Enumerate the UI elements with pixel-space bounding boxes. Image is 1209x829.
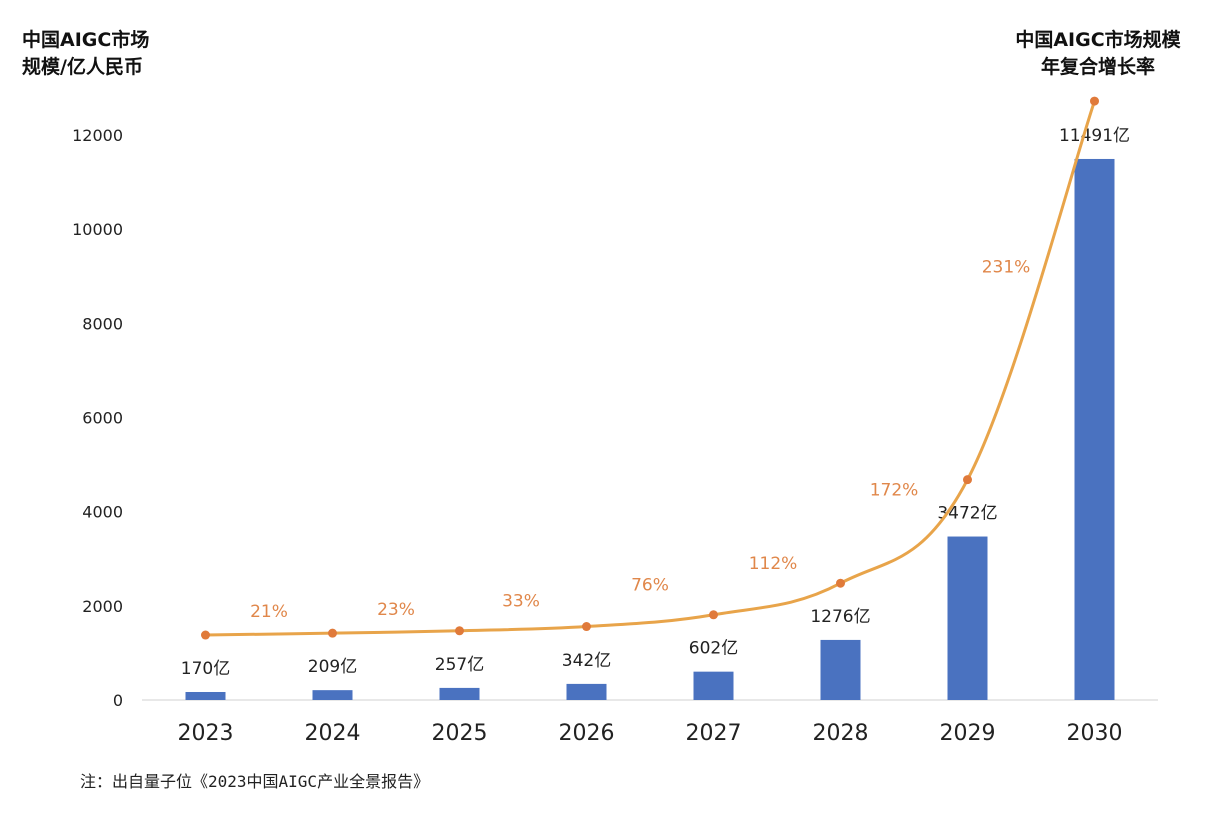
bar	[1074, 158, 1115, 700]
bar-data-label: 11491亿	[1059, 126, 1130, 146]
growth-rate-point	[963, 475, 972, 485]
x-tick-label: 2024	[305, 721, 361, 746]
x-tick-label: 2029	[940, 721, 996, 746]
bar-data-label: 257亿	[435, 655, 484, 675]
y-tick-label: 8000	[82, 314, 123, 333]
bar-data-label: 209亿	[308, 657, 357, 677]
bar	[312, 690, 353, 700]
bar	[693, 671, 734, 700]
growth-rate-line	[205, 100, 1096, 637]
x-tick-label: 2025	[432, 721, 488, 746]
bar-data-label: 342亿	[562, 651, 611, 671]
left-axis-title-line: 中国AIGC市场	[22, 28, 149, 51]
growth-rate-point	[328, 628, 337, 638]
growth-rate-label: 23%	[377, 600, 415, 620]
growth-rate-point	[709, 610, 718, 620]
growth-rate-label: 21%	[250, 602, 288, 622]
bar-data-label: 602亿	[689, 639, 738, 659]
y-tick-label: 4000	[82, 503, 123, 522]
right-axis-title-line: 中国AIGC市场规模	[1015, 28, 1181, 51]
growth-rate-point	[836, 578, 845, 588]
y-tick-label: 2000	[82, 597, 123, 616]
y-tick-label: 10000	[72, 220, 123, 239]
growth-rate-point	[1090, 96, 1099, 106]
bar	[820, 639, 861, 700]
bar-data-label: 170亿	[181, 659, 230, 679]
left-axis-title-line: 规模/亿人民币	[22, 55, 143, 78]
growth-rate-point	[455, 626, 464, 636]
bar	[185, 691, 226, 700]
y-tick-label: 6000	[82, 409, 123, 428]
right-axis-title-line: 年复合增长率	[1041, 55, 1155, 78]
growth-rate-label: 231%	[982, 257, 1031, 277]
bar	[439, 687, 480, 700]
x-tick-label: 2030	[1067, 721, 1123, 746]
bar-data-label: 3472亿	[937, 504, 997, 524]
x-tick-label: 2023	[178, 721, 234, 746]
growth-rate-label: 112%	[749, 554, 798, 574]
bar	[947, 536, 988, 700]
bar-data-label: 1276亿	[810, 607, 870, 627]
x-tick-label: 2027	[686, 721, 742, 746]
y-tick-label: 0	[113, 691, 123, 710]
growth-rate-point	[582, 622, 591, 632]
growth-rate-label: 33%	[502, 592, 540, 612]
growth-rate-point	[201, 630, 210, 640]
source-note: 注：出自量子位《2023中国AIGC产业全景报告》	[80, 772, 430, 791]
growth-rate-label: 76%	[631, 576, 669, 596]
x-tick-label: 2026	[559, 721, 615, 746]
x-tick-label: 2028	[813, 721, 869, 746]
bar	[566, 683, 607, 700]
growth-rate-label: 172%	[870, 480, 919, 500]
y-tick-label: 12000	[72, 126, 123, 145]
